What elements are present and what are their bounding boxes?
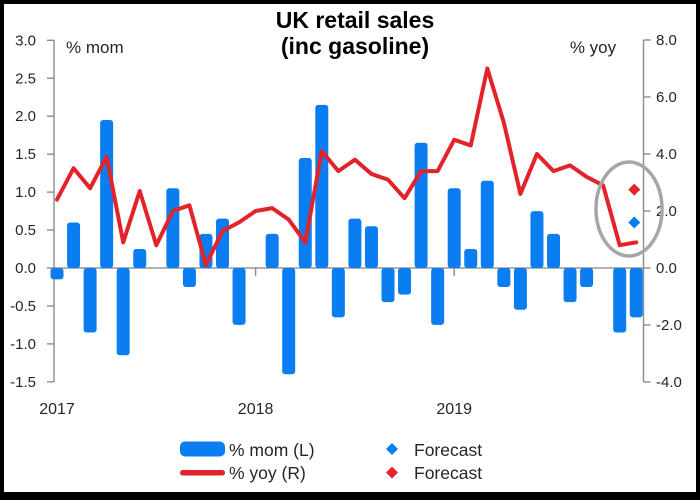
mom-bar-2019-04 (497, 268, 511, 287)
right-axis-tick-label: 4.0 (656, 146, 677, 163)
forecast-highlight-ellipse (594, 160, 664, 258)
mom-bar-2018-11 (414, 142, 428, 268)
x-axis-year-label-2017: 2017 (39, 401, 75, 418)
mom-bar-2019-05 (513, 268, 527, 310)
mom-bar-2019-02 (464, 249, 478, 268)
mom-bar-2019-11 (613, 268, 627, 333)
forecast-diamond-mom (628, 216, 641, 229)
mom-bar-2017-04 (100, 119, 114, 269)
mom-bar-2018-07 (348, 218, 362, 268)
chart-title-line1: UK retail sales (276, 7, 435, 33)
mom-bar-2018-09 (381, 268, 395, 303)
right-axis-unit-label: % yoy (570, 38, 617, 57)
legend-yoy-line-swatch (180, 470, 225, 476)
legend: % mom (L) % yoy (R) Forecast Forecast (180, 440, 482, 483)
mom-bar-2018-05 (315, 104, 329, 268)
legend-forecast-mom-diamond-icon (386, 443, 398, 455)
left-axis-tick-label: -0.5 (10, 298, 36, 315)
x-axis-year-label-2018: 2018 (238, 401, 274, 418)
mom-bar-2017-12 (232, 268, 246, 325)
right-axis-tick-label: 8.0 (656, 32, 677, 49)
mom-bar-2018-08 (364, 226, 378, 268)
mom-bar-2019-03 (480, 180, 494, 268)
left-axis-tick-label: 2.0 (15, 108, 36, 125)
legend-forecast-yoy-diamond-icon (386, 466, 398, 479)
left-axis-unit-label: % mom (66, 38, 124, 57)
left-axis-tick-label: 1.0 (15, 184, 36, 201)
plot-area: 3.0 2.5 2.0 1.5 1.0 0.5 0.0 -0.5 -1.0 -1.5 8.0 6.0 4… (10, 32, 682, 418)
mom-bar-2017-09 (182, 268, 196, 287)
left-axis-tick-label: 0.0 (15, 260, 36, 277)
left-axis-tick-label: 0.5 (15, 222, 36, 239)
mom-bar-2019-08 (563, 268, 577, 303)
mom-bar-2019-09 (580, 268, 594, 287)
left-axis-tick-label: 3.0 (15, 32, 36, 49)
x-axis-year-label-2019: 2019 (436, 401, 472, 418)
mom-bar-2018-12 (431, 268, 445, 325)
right-axis-tick-label: -4.0 (656, 374, 682, 391)
left-axis-tick-label: -1.0 (10, 336, 36, 353)
mom-bar-2018-02 (265, 233, 279, 268)
left-axis-tick-label: -1.5 (10, 374, 36, 391)
mom-bar-2019-12 (629, 268, 643, 318)
mom-bar-2019-07 (547, 233, 560, 268)
yoy-line (55, 66, 639, 268)
mom-bar-2017-02 (67, 222, 81, 268)
mom-bar-2017-01 (50, 268, 64, 280)
legend-forecast-mom-label: Forecast (414, 440, 482, 460)
right-axis-tick-label: 6.0 (656, 89, 677, 106)
legend-yoy-label: % yoy (R) (229, 463, 306, 483)
legend-mom-bar-swatch (180, 441, 225, 457)
mom-bar-2019-01 (447, 188, 461, 268)
right-axis-tick-label: -2.0 (656, 317, 682, 334)
legend-mom-label: % mom (L) (229, 440, 315, 460)
right-axis-tick-label: 0.0 (656, 260, 677, 277)
chart-title-line2: (inc gasoline) (281, 33, 429, 59)
right-axis-tick-label: 2.0 (656, 203, 677, 220)
forecast-diamond-yoy (628, 183, 641, 196)
left-axis-tick-label: 2.5 (15, 70, 36, 87)
mom-bar-2017-08 (166, 188, 180, 268)
mom-bar-2018-06 (331, 268, 345, 318)
mom-bar-2017-05 (116, 268, 130, 356)
mom-bar-2017-03 (83, 268, 97, 333)
left-axis-tick-label: 1.5 (15, 146, 36, 163)
mom-bar-2018-10 (398, 268, 412, 295)
legend-forecast-yoy-label: Forecast (414, 463, 482, 483)
retail-sales-chart: UK retail sales (inc gasoline) % mom % y… (10, 7, 682, 483)
mom-bar-2017-06 (133, 249, 147, 268)
mom-bar-2019-06 (530, 211, 544, 268)
mom-bar-2018-03 (282, 268, 296, 375)
